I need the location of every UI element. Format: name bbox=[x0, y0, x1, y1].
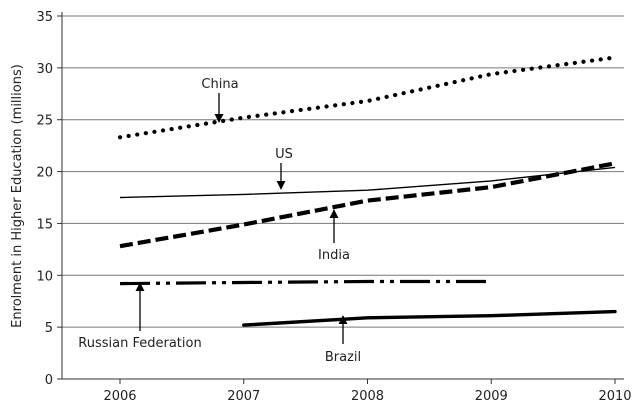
annotation-label-china: China bbox=[201, 77, 238, 92]
annotation-label-russian-federation: Russian Federation bbox=[78, 336, 201, 351]
annotation-label-india: India bbox=[318, 248, 350, 263]
y-axis-label: Enrolment in Higher Education (millions) bbox=[10, 64, 25, 328]
series-line-china bbox=[117, 55, 618, 140]
y-tick-label: 20 bbox=[36, 166, 53, 181]
x-tick-labels: 2006 2007 2008 2009 2010 bbox=[103, 389, 631, 404]
y-tick-label: 25 bbox=[36, 114, 53, 129]
series-line-us bbox=[119, 166, 616, 199]
axes bbox=[57, 12, 624, 384]
x-tick-label: 2010 bbox=[598, 389, 631, 404]
y-tick-label: 10 bbox=[36, 269, 53, 284]
y-tick-label: 5 bbox=[45, 321, 53, 336]
series-line-russian-federation bbox=[119, 279, 492, 286]
y-tick-label: 0 bbox=[45, 373, 53, 388]
gridlines bbox=[62, 15, 624, 328]
x-tick-label: 2006 bbox=[103, 389, 136, 404]
y-tick-labels: 0 5 10 15 20 25 30 35 bbox=[36, 10, 53, 388]
x-tick-label: 2008 bbox=[351, 389, 384, 404]
annotation-label-us: US bbox=[275, 147, 293, 162]
series-line-brazil bbox=[242, 309, 617, 327]
annotations: China US India Russian Federation Brazil bbox=[78, 77, 361, 365]
series-line-india bbox=[119, 161, 616, 249]
series-lines bbox=[117, 55, 618, 327]
y-tick-label: 35 bbox=[36, 10, 53, 25]
x-tick-label: 2009 bbox=[475, 389, 508, 404]
y-tick-label: 30 bbox=[36, 62, 53, 77]
annotation-label-brazil: Brazil bbox=[325, 350, 361, 365]
y-tick-label: 15 bbox=[36, 217, 53, 232]
x-tick-label: 2007 bbox=[227, 389, 260, 404]
